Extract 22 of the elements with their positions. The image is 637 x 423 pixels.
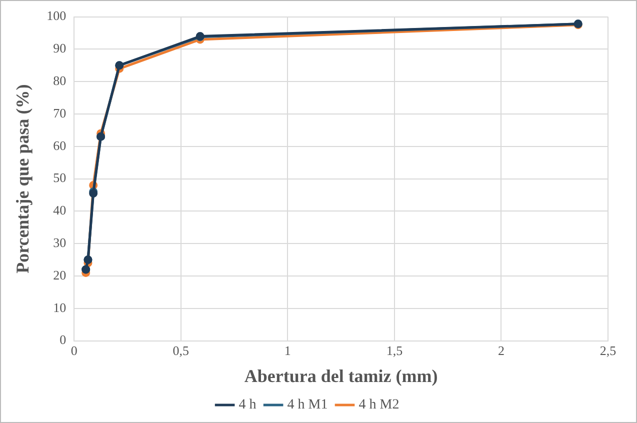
y-tick-label: 50 xyxy=(53,170,66,186)
legend-label: 4 h M2 xyxy=(358,398,400,413)
y-tick-label: 100 xyxy=(46,8,66,24)
y-tick-label: 80 xyxy=(53,73,66,88)
legend-label: 4 h M1 xyxy=(287,398,328,413)
x-tick-label: 2,5 xyxy=(600,343,616,358)
y-tick-label: 30 xyxy=(53,235,66,250)
x-tick-label: 0,5 xyxy=(172,343,190,358)
x-tick-label: 0 xyxy=(70,343,78,358)
y-tick-label: 90 xyxy=(53,40,66,56)
legend-label: 4 h xyxy=(238,398,256,413)
x-axis-title: Abertura del tamiz (mm) xyxy=(244,366,438,386)
x-tick-label: 2 xyxy=(498,343,504,358)
y-tick-label: 60 xyxy=(53,138,66,153)
y-tick-label: 0 xyxy=(60,332,66,348)
y-tick-label: 70 xyxy=(53,105,66,120)
y-tick-label: 40 xyxy=(53,202,66,218)
x-tick-label: 1 xyxy=(284,343,291,358)
y-tick-label: 20 xyxy=(53,267,66,282)
x-tick-label: 1,5 xyxy=(386,343,403,358)
y-axis-title: Porcentaje que pasa (%) xyxy=(12,84,32,274)
y-tick-label: 10 xyxy=(53,300,66,315)
